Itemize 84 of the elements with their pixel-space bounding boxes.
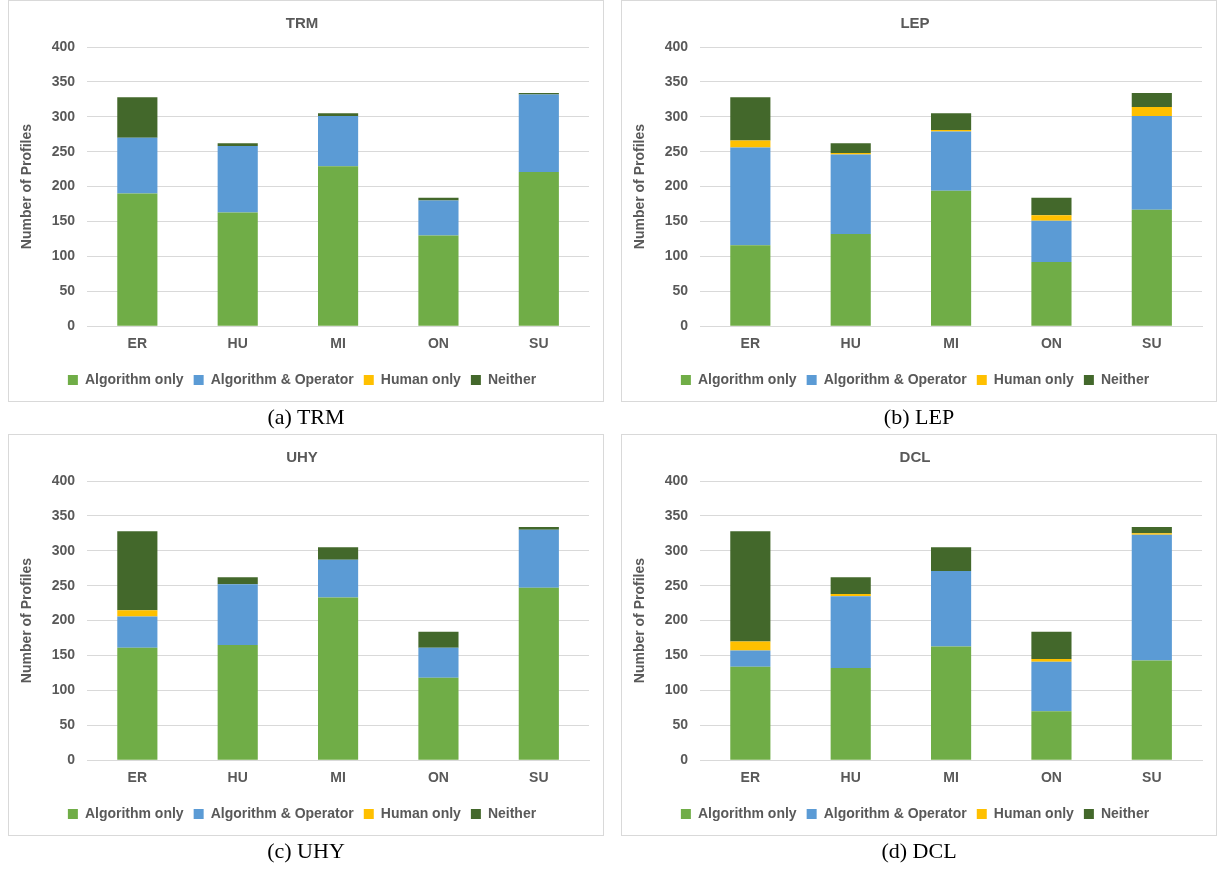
x-tick-label: ER [127,335,148,352]
text: (b) LEP [882,404,956,430]
y-tick-label: 350 [664,72,689,89]
chart-title: DCL [899,448,931,466]
legend-label: Human only [993,804,1075,821]
legend-label: Human only [993,370,1075,387]
y-tick-label: 200 [664,177,689,194]
legend-label: Algorithm & Operator [210,804,355,821]
x-tick-label: SU [529,769,549,786]
y-tick-label: 250 [664,576,689,593]
y-tick-label: 350 [664,506,689,523]
legend-label: Algorithm & Operator [210,370,355,387]
y-tick-label: 350 [51,72,76,89]
y-tick-label: 400 [664,37,689,54]
y-tick-label: 200 [664,611,689,628]
x-tick-label: SU [1142,335,1162,352]
legend-label: Algorithm only [697,804,797,821]
legend-label: Algorithm only [84,370,184,387]
y-tick-label: 100 [664,681,689,698]
x-tick-label: ER [740,335,761,352]
y-tick-label: 50 [59,282,76,299]
legend-label: Algorithm & Operator [823,370,968,387]
text: (c) UHY [266,838,346,864]
y-axis-title: Number of Profiles [631,557,648,684]
x-tick-label: HU [227,769,248,786]
y-tick-label: 150 [51,212,76,229]
y-tick-label: 300 [51,541,76,558]
y-tick-label: 100 [664,247,689,264]
legend-label: Neither [487,804,537,821]
x-tick-label: ON [1040,335,1062,352]
y-tick-label: 50 [672,716,689,733]
y-tick-label: 300 [51,107,76,124]
y-tick-label: 100 [51,681,76,698]
y-tick-label: 200 [51,611,76,628]
y-axis-title: Number of Profiles [631,123,648,250]
y-tick-label: 300 [664,107,689,124]
y-axis-title: Number of Profiles [18,123,35,250]
y-tick-label: 50 [672,282,689,299]
legend-label: Human only [380,804,462,821]
y-tick-label: 250 [664,142,689,159]
y-tick-label: 150 [664,646,689,663]
x-tick-label: ON [427,769,449,786]
legend-label: Human only [380,370,462,387]
y-tick-label: 150 [664,212,689,229]
y-tick-label: 300 [664,541,689,558]
x-tick-label: SU [1142,769,1162,786]
x-tick-label: ON [1040,769,1062,786]
x-tick-label: MI [943,769,959,786]
x-tick-label: HU [227,335,248,352]
y-tick-label: 200 [51,177,76,194]
x-tick-label: ER [127,769,148,786]
x-tick-label: HU [840,769,861,786]
text: (d) DCL [880,838,958,864]
y-tick-label: 50 [59,716,76,733]
x-tick-label: MI [330,335,346,352]
y-tick-label: 400 [51,471,76,488]
y-tick-label: 350 [51,506,76,523]
legend-label: Algorithm only [697,370,797,387]
chart-title: TRM [285,14,319,32]
x-tick-label: SU [529,335,549,352]
y-tick-label: 0 [680,317,689,334]
x-tick-label: MI [330,769,346,786]
legend-label: Neither [1100,804,1150,821]
y-tick-label: 250 [51,576,76,593]
chart-title: LEP [900,14,930,32]
y-axis-title: Number of Profiles [18,557,35,684]
y-tick-label: 400 [664,471,689,488]
x-tick-label: HU [840,335,861,352]
y-tick-label: 0 [67,317,76,334]
legend-label: Neither [487,370,537,387]
chart-title: UHY [286,448,318,466]
y-tick-label: 0 [67,751,76,768]
legend-label: Algorithm only [84,804,184,821]
y-tick-label: 400 [51,37,76,54]
y-tick-label: 150 [51,646,76,663]
text: (a) TRM [266,404,346,430]
y-tick-label: 0 [680,751,689,768]
x-tick-label: ON [427,335,449,352]
legend-label: Neither [1100,370,1150,387]
y-tick-label: 250 [51,142,76,159]
x-tick-label: ER [740,769,761,786]
x-tick-label: MI [943,335,959,352]
y-tick-label: 100 [51,247,76,264]
legend-label: Algorithm & Operator [823,804,968,821]
